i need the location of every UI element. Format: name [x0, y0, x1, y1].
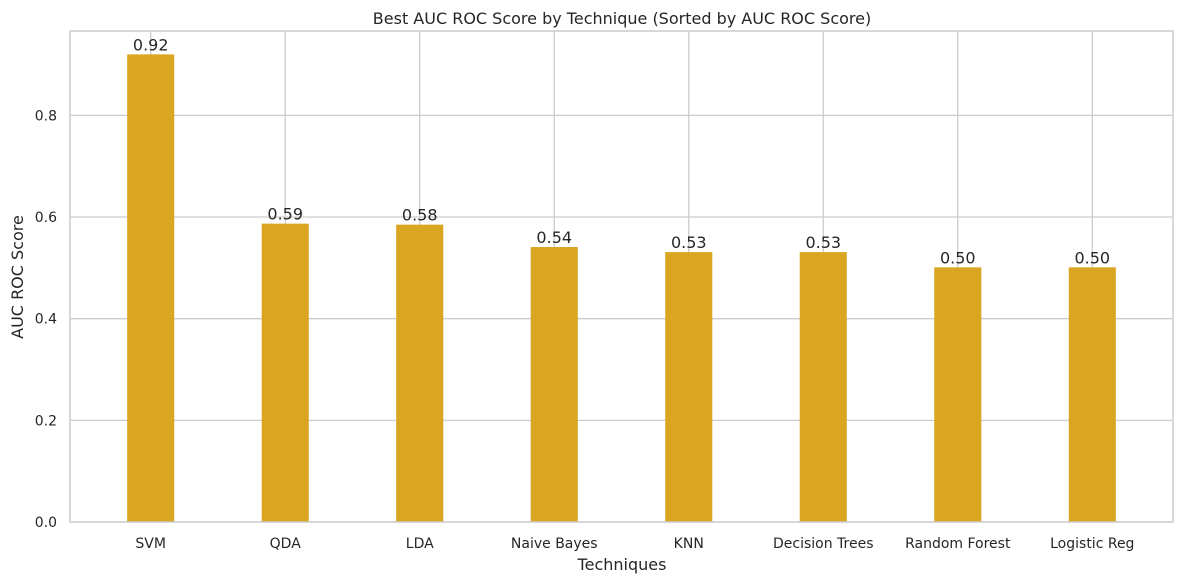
y-tick-label: 0.4	[35, 312, 57, 328]
bar	[1068, 267, 1116, 522]
bar-value-label: 0.53	[671, 233, 707, 252]
y-tick-label: 0.0	[35, 515, 57, 531]
labels-layer: 0.0 0.2 0.4 0.6 0.8 SVM QDA LDA Naive Bayes KNN De…	[35, 35, 1135, 552]
x-axis-label: Techniques	[577, 555, 667, 574]
x-tick-label: Decision Trees	[773, 536, 874, 552]
plot-frame	[69, 30, 1174, 523]
bar	[934, 267, 982, 522]
bar	[127, 54, 175, 522]
y-tick-label: 0.2	[35, 413, 57, 429]
x-tick-label: Naive Bayes	[511, 536, 598, 552]
bar-value-label: 0.53	[805, 233, 841, 252]
bar-value-label: 0.54	[536, 228, 572, 247]
bar	[396, 224, 444, 522]
bar-value-label: 0.50	[940, 248, 976, 267]
y-tick-label: 0.8	[35, 108, 57, 124]
bar-value-label: 0.58	[402, 206, 438, 225]
bar	[665, 252, 713, 522]
x-tick-label: QDA	[270, 536, 302, 552]
axes-frame	[69, 30, 1174, 523]
x-tick-label: SVM	[135, 536, 166, 552]
y-tick-label: 0.6	[35, 210, 57, 226]
bar-value-label: 0.92	[133, 35, 169, 54]
bars-layer	[127, 54, 1116, 523]
x-tick-label: Random Forest	[905, 536, 1011, 552]
x-tick-label: Logistic Reg	[1050, 536, 1134, 552]
y-axis-label: AUC ROC Score	[8, 215, 27, 339]
bar	[530, 247, 578, 523]
bar	[261, 223, 309, 522]
bar-value-label: 0.59	[267, 205, 303, 224]
chart-title: Best AUC ROC Score by Technique (Sorted …	[373, 9, 871, 28]
bar-value-label: 0.50	[1074, 248, 1110, 267]
bar	[799, 252, 847, 522]
x-tick-label: LDA	[406, 536, 434, 552]
x-tick-label: KNN	[674, 536, 704, 552]
